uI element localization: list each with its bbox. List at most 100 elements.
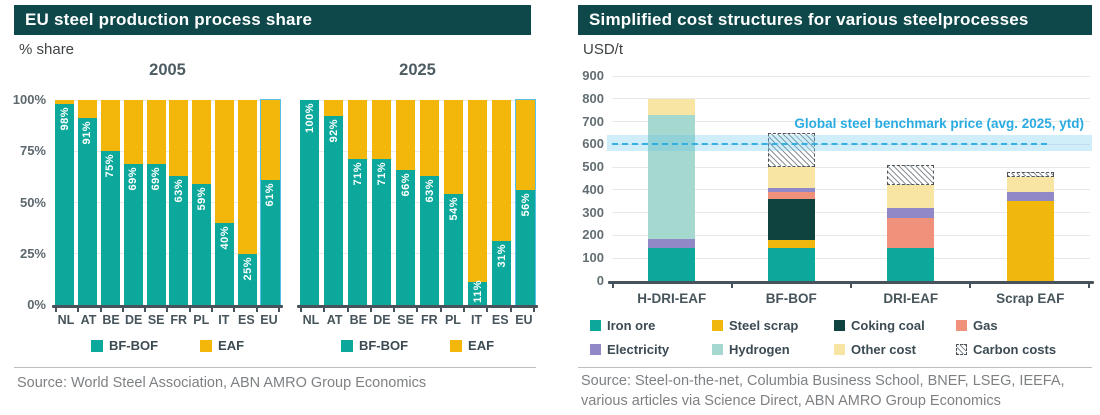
segment-gas (887, 218, 935, 248)
legend-label: BF-BOF (358, 338, 409, 353)
x-label-DE: DE (373, 313, 391, 327)
bar-slot-H-DRI-EAF (612, 76, 732, 281)
right-chart-panel: Simplified cost structures for various s… (550, 0, 1100, 415)
segment-electricity (887, 208, 935, 219)
gridline-50pct (55, 202, 280, 203)
left-chart-title: EU steel production process share (14, 5, 531, 35)
bar-2025-BE: 71% (348, 100, 367, 305)
y-tick-label-500: 500 (582, 159, 604, 175)
bar-2025-FR: 63% (420, 100, 439, 305)
legend-label: Hydrogen (729, 342, 790, 357)
x-axis-ticks (55, 307, 280, 312)
right-source-text: Source: Steel-on-the-net, Columbia Busin… (581, 371, 1065, 411)
gridline-800 (612, 98, 1090, 100)
segment-eaf (192, 100, 212, 185)
y-tick-label-0: 0% (27, 297, 46, 312)
gridline-25pct (55, 253, 280, 255)
legend-label: BF-BOF (108, 338, 159, 353)
legend-item-eaf: EAF (200, 338, 244, 353)
segment-eaf (468, 100, 487, 283)
tick (77, 307, 80, 312)
legend-item-other-cost: Other cost (834, 342, 956, 357)
segment-bf-bof (372, 159, 391, 305)
hydrogen-swatch (712, 344, 723, 355)
legend-item-bf-bof: BF-BOF (90, 338, 159, 353)
tick (300, 307, 302, 312)
x-label-Scrap EAF: Scrap EAF (996, 291, 1065, 306)
right-source-divider (578, 367, 1092, 368)
segment-electricity (648, 238, 696, 248)
legend-label: EAF (218, 338, 245, 353)
y-tick-label-400: 400 (582, 181, 604, 197)
tick (277, 307, 280, 312)
iron-ore-swatch (590, 320, 601, 331)
segment-eaf (55, 100, 74, 105)
cost-structure-plot: Global steel benchmark price (avg. 2025,… (607, 75, 1094, 306)
bar-2005-AT: 91% (77, 100, 97, 305)
x-labels-2005: NL AT BE DE SE FR PL IT ES EU (55, 313, 280, 327)
y-tick-label-75: 75% (19, 143, 46, 159)
bar-2025-PL: 54% (444, 100, 463, 305)
x-label-IT: IT (218, 313, 230, 327)
tick (509, 307, 512, 312)
right-source-line1: Source: Steel-on-the-net, Columbia Busin… (581, 373, 1065, 389)
x-axis-2025 (297, 305, 538, 308)
segment-other-cost (767, 167, 815, 188)
segment-eaf (100, 100, 120, 152)
x-label-BE: BE (102, 313, 120, 327)
x-label-EU: EU (515, 313, 533, 327)
x-label-AT: AT (326, 313, 343, 327)
benchmark-label: Global steel benchmark price (avg. 2025,… (794, 116, 1084, 132)
tick (323, 307, 326, 312)
segment-coking-coal (767, 199, 815, 241)
bar-2005-SE: 69% (146, 100, 166, 305)
bar-value-label: 69% (127, 166, 140, 191)
tick (166, 307, 169, 312)
bar-value-label: 25% (241, 256, 254, 281)
x-label-FR: FR (420, 313, 438, 327)
right-chart-title: Simplified cost structures for various s… (578, 5, 1092, 35)
bar-2005-DE: 69% (123, 100, 143, 305)
tick (211, 307, 214, 312)
segment-hydrogen (648, 114, 696, 239)
bar-value-label: 11% (471, 280, 484, 303)
bar-value-label: 59% (195, 187, 208, 211)
bars-2025: 100% 92% 71% 71% 66% 63% 54% 11% 31% 56% (300, 99, 536, 306)
legend-item-carbon-costs: Carbon costs (956, 342, 1078, 357)
segment-bf-bof (123, 163, 143, 305)
legend-2025: BF-BOF EAF (300, 338, 535, 353)
gridline-25pct (300, 253, 535, 255)
segment-bf-bof (348, 159, 367, 305)
tick (486, 307, 489, 312)
segment-bf-bof (100, 151, 120, 305)
y-tick-label-700: 700 (582, 113, 604, 129)
gridline-700 (612, 121, 1090, 123)
bar-2005-FR: 63% (169, 100, 189, 305)
segment-bf-bof (468, 282, 487, 305)
bar-value-label: 98% (58, 107, 71, 131)
legend-label: EAF (468, 338, 495, 353)
tick (188, 307, 191, 312)
segment-eaf (324, 100, 343, 117)
segment-other-cost (887, 185, 935, 209)
legend-item-iron-ore: Iron ore (590, 318, 712, 333)
legend-item-hydrogen: Hydrogen (712, 342, 834, 357)
segment-eaf (372, 100, 391, 160)
gridline-400 (612, 189, 1090, 191)
segment-bf-bof (396, 169, 415, 305)
plot-2005: 98% 91% 75% 69% 69% 63% 59% 40% 25% 61% NL AT BE DE SE… (52, 99, 283, 327)
bar-2005-ES: 25% (238, 100, 257, 305)
y-tick-label-100: 100 (582, 250, 604, 266)
segment-bf-bof (420, 175, 439, 305)
gridline-75pct (55, 150, 280, 152)
x-label-PL: PL (444, 313, 461, 327)
right-legend: Iron ore Steel scrap Coking coal Gas Electri… (590, 318, 1078, 357)
legend-item-steel-scrap: Steel scrap (712, 318, 834, 333)
cost-bars (612, 76, 1090, 281)
gridline-100pct (55, 99, 280, 101)
segment-bf-bof (324, 116, 343, 305)
legend-label: Iron ore (607, 318, 656, 333)
bar-DRI-EAF (887, 164, 935, 281)
bar-Scrap EAF (1006, 171, 1054, 281)
bar-2005-NL: 98% (55, 100, 74, 305)
